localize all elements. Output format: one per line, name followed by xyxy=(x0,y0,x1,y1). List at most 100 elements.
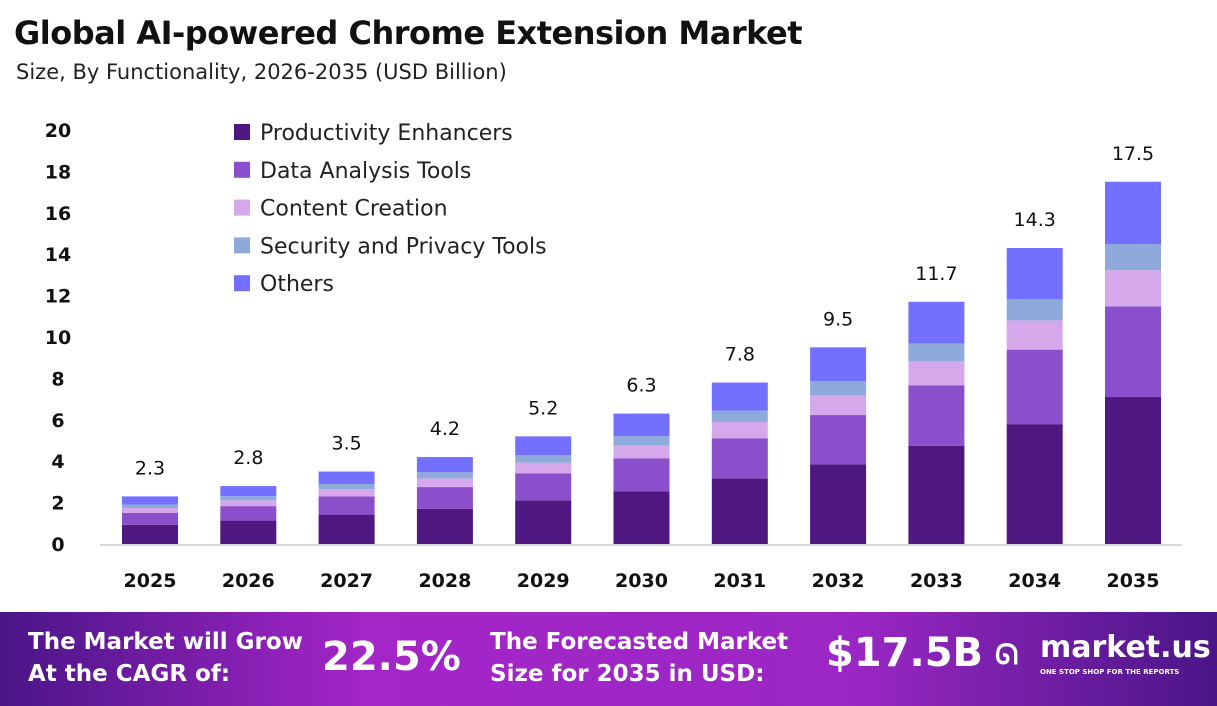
brand-logo-icon: ᘏ xyxy=(995,638,1019,671)
forecast-label: The Forecasted Market Size for 2035 in US… xyxy=(490,626,788,690)
bar-segment-productivity-enhancers xyxy=(515,500,572,544)
legend-swatch xyxy=(234,124,250,140)
legend-label: Data Analysis Tools xyxy=(260,159,471,184)
bar-total-label: 5.2 xyxy=(528,397,558,419)
x-tick-label: 2029 xyxy=(517,570,570,592)
bar-segment-productivity-enhancers xyxy=(220,520,277,544)
x-tick-label: 2031 xyxy=(713,570,766,592)
stacked-bar-chart: 0 2 4 6 8 10 12 14 16 18 20 2.3 2025 2.8 2026 3.5 2027 4.… xyxy=(45,120,1182,592)
legend-label: Others xyxy=(260,272,334,297)
bar-total-label: 6.3 xyxy=(626,375,656,397)
cagr-label-line2: At the CAGR of: xyxy=(28,661,231,687)
x-tick-label: 2032 xyxy=(812,570,865,592)
legend-swatch xyxy=(234,237,250,254)
bar-segment-content-creation xyxy=(1105,270,1161,307)
bar-total-label: 9.5 xyxy=(823,308,853,330)
bar-segment-content-creation xyxy=(515,462,572,474)
bar-segment-security-and-privacy-tools xyxy=(515,454,572,463)
x-tick-label: 2028 xyxy=(418,570,471,592)
bar-segment-productivity-enhancers xyxy=(318,514,375,544)
footer-banner: The Market will Grow At the CAGR of: 22.5… xyxy=(0,612,1217,706)
bar-total-label: 2.8 xyxy=(233,447,263,469)
bar-segment-data-analysis-tools xyxy=(122,512,178,525)
bar-segment-others xyxy=(318,471,375,484)
bar-segment-data-analysis-tools xyxy=(318,496,375,515)
bar-segment-content-creation xyxy=(613,445,670,459)
x-tick-label: 2033 xyxy=(910,570,963,592)
cagr-label-line1: The Market will Grow xyxy=(28,629,303,655)
bar-segment-others xyxy=(515,436,572,455)
x-tick-label: 2034 xyxy=(1008,570,1061,592)
bar-segment-data-analysis-tools xyxy=(1105,306,1161,398)
y-tick-label: 8 xyxy=(51,368,64,390)
bar-segment-data-analysis-tools xyxy=(416,487,473,509)
y-tick-label: 10 xyxy=(45,327,71,349)
bar-segment-data-analysis-tools xyxy=(220,506,277,521)
bar-segment-content-creation xyxy=(810,395,867,416)
cagr-value: 22.5% xyxy=(322,634,461,680)
cagr-label: The Market will Grow At the CAGR of: xyxy=(28,626,303,690)
legend-swatch xyxy=(234,275,250,292)
bar-segment-others xyxy=(711,382,768,411)
bar-segment-security-and-privacy-tools xyxy=(711,410,768,423)
y-tick-label: 0 xyxy=(51,534,64,556)
bar-segment-security-and-privacy-tools xyxy=(220,496,277,501)
chart-title: Global AI-powered Chrome Extension Marke… xyxy=(14,14,803,52)
x-tick-label: 2030 xyxy=(615,570,668,592)
bar-segment-others xyxy=(1006,247,1063,300)
bar-segment-security-and-privacy-tools xyxy=(810,381,867,396)
bar-segment-security-and-privacy-tools xyxy=(1105,244,1161,271)
bar-segment-data-analysis-tools xyxy=(515,473,572,501)
bar-segment-others xyxy=(1105,181,1161,245)
bar-total-label: 2.3 xyxy=(135,457,165,479)
bar-segment-data-analysis-tools xyxy=(711,438,768,479)
bar-segment-productivity-enhancers xyxy=(122,524,178,544)
bar-segment-productivity-enhancers xyxy=(416,508,473,544)
x-tick-label: 2026 xyxy=(222,570,275,592)
forecast-label-line1: The Forecasted Market xyxy=(490,629,789,655)
legend-label: Security and Privacy Tools xyxy=(260,234,547,259)
forecast-value: $17.5B xyxy=(826,630,984,676)
bar-segment-security-and-privacy-tools xyxy=(908,343,965,362)
x-tick-label: 2027 xyxy=(320,570,373,592)
bar-segment-productivity-enhancers xyxy=(1006,424,1063,544)
bar-segment-productivity-enhancers xyxy=(711,478,768,544)
bar-segment-others xyxy=(122,496,178,505)
bar-segment-security-and-privacy-tools xyxy=(1006,299,1063,321)
chart-subtitle: Size, By Functionality, 2026-2035 (USD B… xyxy=(16,60,507,84)
y-tick-label: 2 xyxy=(51,493,64,515)
bar-segment-content-creation xyxy=(318,489,375,497)
brand-tagline: ONE STOP SHOP FOR THE REPORTS xyxy=(1040,668,1180,676)
bar-total-label: 4.2 xyxy=(430,418,460,440)
bar-segment-others xyxy=(613,413,670,437)
forecast-label-line2: Size for 2035 in USD: xyxy=(490,661,765,687)
y-tick-label: 18 xyxy=(45,161,71,183)
x-tick-label: 2025 xyxy=(124,570,177,592)
bar-segment-content-creation xyxy=(220,500,277,507)
bar-total-label: 11.7 xyxy=(915,263,957,285)
bar-segment-data-analysis-tools xyxy=(810,415,867,465)
bar-segment-security-and-privacy-tools xyxy=(122,504,178,508)
bar-segment-others xyxy=(810,347,867,382)
y-tick-label: 12 xyxy=(45,286,71,308)
bar-segment-content-creation xyxy=(711,422,768,439)
bar-total-label: 3.5 xyxy=(331,433,361,455)
bar-segment-data-analysis-tools xyxy=(1006,349,1063,425)
legend-label: Content Creation xyxy=(260,197,448,222)
bar-segment-productivity-enhancers xyxy=(1105,397,1161,544)
bar-segment-content-creation xyxy=(122,507,178,513)
bar-segment-content-creation xyxy=(908,361,965,386)
bar-segment-security-and-privacy-tools xyxy=(416,472,473,479)
bar-segment-productivity-enhancers xyxy=(810,464,867,544)
bar-total-label: 17.5 xyxy=(1112,143,1154,165)
bar-segment-others xyxy=(220,486,277,497)
bar-segment-productivity-enhancers xyxy=(613,491,670,544)
bar-segment-content-creation xyxy=(416,478,473,488)
y-tick-label: 20 xyxy=(45,120,71,142)
bar-segment-others xyxy=(416,457,473,473)
bar-segment-security-and-privacy-tools xyxy=(613,436,670,446)
bar-total-label: 14.3 xyxy=(1014,209,1056,231)
bar-segment-data-analysis-tools xyxy=(908,385,965,446)
legend-swatch xyxy=(234,161,250,178)
bar-segment-data-analysis-tools xyxy=(613,458,670,492)
